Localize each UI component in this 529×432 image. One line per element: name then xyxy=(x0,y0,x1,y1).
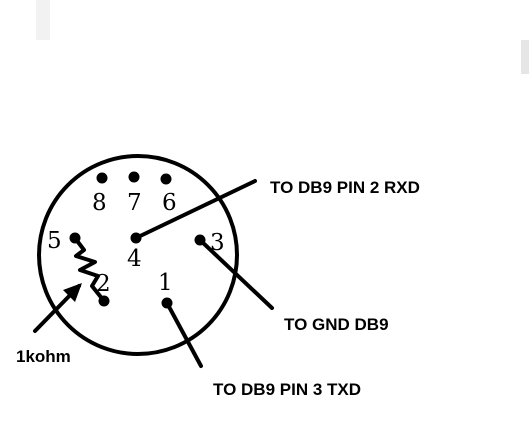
background-artifact xyxy=(521,40,529,74)
pin-2-label: 2 xyxy=(96,271,111,297)
resistor-callout: 1kohm xyxy=(16,347,71,366)
background-artifact xyxy=(36,0,50,40)
pin-6-dot xyxy=(160,173,172,185)
pin-5-label: 5 xyxy=(47,228,62,254)
leader-line-pin1 xyxy=(165,301,203,368)
pin-7-label: 7 xyxy=(127,190,142,216)
pin-3-label: 3 xyxy=(210,230,225,256)
pin-4-label: 4 xyxy=(127,246,142,272)
resistor-symbol xyxy=(73,236,106,303)
pin4-callout: TO DB9 PIN 2 RXD xyxy=(270,178,420,197)
leader-line-pin3 xyxy=(198,238,274,310)
pin-7-dot xyxy=(128,171,140,183)
pin-8-label: 8 xyxy=(92,190,107,216)
connector-outline xyxy=(37,154,239,356)
pin3-callout: TO GND DB9 xyxy=(284,315,389,334)
leader-line-pin4 xyxy=(134,179,257,240)
pin-1-label: 1 xyxy=(158,270,173,296)
pin-8-dot xyxy=(96,172,108,184)
resistor-arrow-head xyxy=(63,283,82,302)
pin-6-label: 6 xyxy=(162,190,177,216)
pin1-callout: TO DB9 PIN 3 TXD xyxy=(213,380,361,399)
